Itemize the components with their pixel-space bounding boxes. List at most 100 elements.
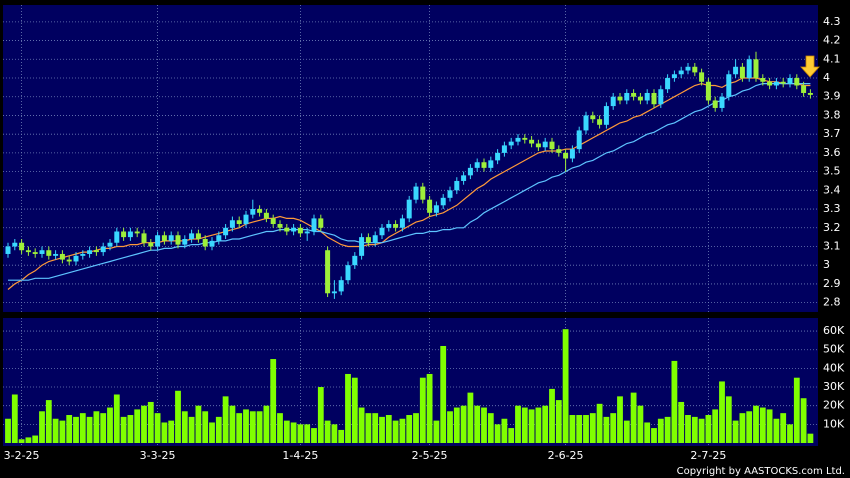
- x-tick-label: 2-7-25: [690, 449, 726, 462]
- candle-body: [359, 237, 365, 256]
- candle-body: [549, 141, 555, 150]
- candle-body: [569, 149, 575, 159]
- volume-bar: [521, 407, 528, 443]
- candle-body: [386, 224, 392, 228]
- candle-body: [87, 250, 93, 254]
- volume-bar: [222, 396, 229, 443]
- candle-body: [73, 255, 79, 262]
- candle-body: [59, 253, 65, 260]
- candle-body: [5, 246, 11, 254]
- candle-body: [127, 231, 133, 238]
- volume-bar: [494, 424, 501, 443]
- volume-bar: [345, 373, 351, 443]
- y-tick-label: 60K: [823, 324, 845, 337]
- y-tick-label: 2.8: [823, 296, 841, 309]
- volume-bar: [671, 360, 678, 443]
- y-tick-label: 4.2: [823, 34, 841, 47]
- volume-bar: [542, 405, 549, 443]
- volume-bar: [358, 407, 365, 443]
- candle-body: [175, 235, 181, 245]
- volume-bar: [256, 411, 263, 443]
- volume-bar: [86, 416, 93, 443]
- volume-bar: [637, 405, 644, 443]
- volume-bar: [154, 413, 161, 443]
- volume-bar: [175, 390, 181, 443]
- candle-body: [665, 78, 671, 90]
- copyright: Copyright by AASTOCKS.com Ltd.: [677, 466, 845, 477]
- candle-body: [678, 70, 684, 75]
- candle-body: [53, 253, 59, 256]
- candle-body: [597, 119, 603, 125]
- candle-body: [685, 66, 691, 71]
- volume-bar: [195, 405, 202, 443]
- x-tick-label: 3-3-25: [140, 449, 176, 462]
- y-tick-label: 40K: [823, 361, 845, 374]
- volume-bar: [732, 420, 739, 443]
- volume-bar: [277, 413, 283, 443]
- candle-body: [495, 152, 501, 161]
- price-panel: [3, 5, 818, 312]
- y-tick-label: 3.8: [823, 108, 841, 121]
- volume-bar: [113, 394, 120, 443]
- volume-bar: [644, 422, 651, 443]
- candle-body: [345, 265, 351, 281]
- candle-body: [148, 242, 154, 247]
- volume-bar: [134, 409, 141, 443]
- volume-bar: [73, 416, 79, 443]
- candle-body: [297, 227, 303, 234]
- volume-bar: [127, 415, 134, 443]
- candle-body: [399, 218, 405, 228]
- volume-bar: [576, 415, 583, 443]
- volume-bar: [685, 415, 691, 443]
- y-tick-label: 20K: [823, 399, 845, 412]
- volume-bar: [236, 413, 243, 443]
- candle-body: [420, 186, 426, 200]
- volume-bar: [32, 435, 39, 443]
- x-tick-label: 3-2-25: [4, 449, 40, 462]
- y-tick-label: 3.3: [823, 202, 841, 215]
- volume-bar: [426, 373, 433, 443]
- volume-bar: [603, 416, 610, 443]
- candle-body: [365, 237, 371, 243]
- y-tick-label: 2.9: [823, 277, 841, 290]
- volume-bar: [698, 418, 705, 443]
- candle-body: [114, 231, 120, 243]
- candle-body: [161, 235, 167, 241]
- candle-body: [563, 152, 569, 159]
- candle-body: [488, 160, 494, 168]
- volume-bar: [188, 416, 195, 443]
- candle-body: [671, 74, 677, 79]
- volume-bar: [664, 416, 671, 443]
- candle-body: [780, 81, 786, 84]
- volume-bar: [11, 394, 18, 443]
- candle-body: [705, 81, 711, 101]
- candle-body: [250, 209, 256, 215]
- volume-bar: [535, 407, 542, 443]
- volume-bar: [419, 377, 426, 443]
- candle-body: [93, 250, 99, 253]
- y-tick-label: 4.1: [823, 52, 841, 65]
- volume-bar: [229, 405, 236, 443]
- candle-body: [168, 235, 174, 241]
- volume-bar: [120, 416, 127, 443]
- volume-bar: [623, 420, 630, 443]
- volume-bar: [107, 407, 113, 443]
- volume-bar: [372, 413, 379, 443]
- volume-bar: [705, 415, 712, 443]
- volume-bar: [501, 418, 508, 443]
- candle-body: [189, 233, 195, 239]
- candle-body: [311, 218, 317, 232]
- volume-bar: [719, 381, 725, 443]
- candle-body: [413, 186, 419, 200]
- candle-body: [631, 92, 637, 97]
- candle-body: [427, 199, 433, 213]
- candle-body: [202, 238, 208, 247]
- volume-bar: [460, 405, 467, 443]
- x-tick-label: 2-6-25: [548, 449, 584, 462]
- volume-bar: [215, 416, 222, 443]
- volume-bar: [549, 388, 555, 443]
- volume-bar: [467, 392, 474, 443]
- y-tick-label: 3.6: [823, 146, 841, 159]
- volume-bar: [447, 411, 453, 443]
- candle-body: [291, 227, 297, 232]
